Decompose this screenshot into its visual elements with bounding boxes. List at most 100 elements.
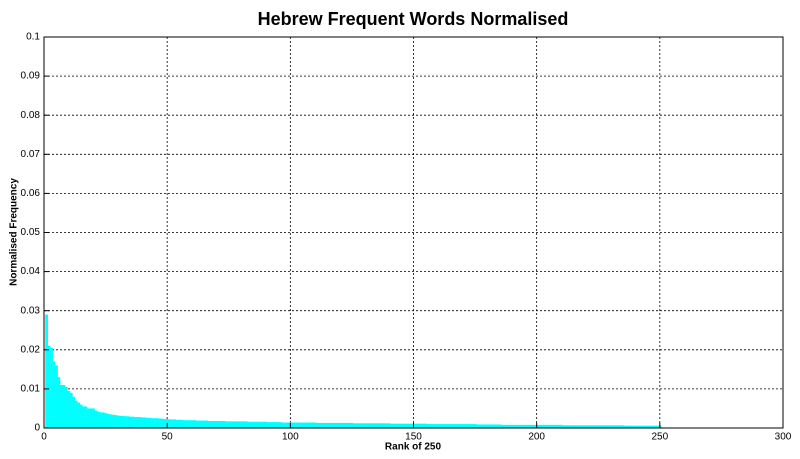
bar (72, 396, 76, 428)
bar (491, 424, 494, 428)
bar (276, 422, 280, 428)
bar (321, 422, 324, 428)
bar (641, 425, 645, 428)
bar (119, 415, 122, 428)
bar (508, 424, 512, 428)
bar (96, 411, 100, 428)
bar (220, 420, 223, 428)
x-tick-label: 300 (775, 432, 792, 443)
bar (335, 422, 339, 428)
ticks: 0 0.01 0.02 0.03 0.04 0.05 0.06 0.07 0.08 0.09 0.1… (21, 32, 792, 443)
bar (114, 415, 117, 428)
bar (168, 419, 172, 428)
bar (515, 424, 519, 428)
bar (338, 422, 342, 428)
bar (483, 424, 487, 428)
bar (614, 425, 618, 428)
bar (407, 423, 411, 428)
bar (626, 425, 630, 428)
bar (82, 406, 85, 428)
bar (431, 424, 435, 428)
bar (466, 424, 470, 428)
bar (560, 424, 563, 428)
bar (579, 425, 583, 428)
bar (372, 423, 376, 428)
bar (318, 422, 322, 428)
bar (567, 425, 571, 428)
bar (599, 425, 603, 428)
bar (646, 425, 650, 428)
x-tick-label: 250 (651, 432, 668, 443)
bar (532, 424, 536, 428)
bar (449, 424, 452, 428)
bar (60, 384, 63, 428)
bar (345, 422, 349, 428)
bar (121, 415, 125, 428)
bar (252, 421, 255, 428)
bar (360, 423, 364, 428)
bar (375, 423, 379, 428)
bar (257, 421, 260, 428)
bar (638, 425, 642, 428)
bar (131, 416, 135, 428)
bar (611, 425, 615, 428)
bar (390, 423, 393, 428)
bar (94, 410, 98, 428)
bar (545, 424, 549, 428)
bar (463, 424, 467, 428)
bar (459, 424, 462, 428)
bar (518, 424, 521, 428)
bar (227, 421, 231, 428)
bar (577, 425, 581, 428)
bar (424, 423, 428, 428)
bar (306, 422, 310, 428)
bar (286, 422, 290, 428)
bar (582, 425, 586, 428)
bar (419, 423, 423, 428)
bars (45, 314, 662, 428)
y-tick-label: 0.01 (21, 384, 41, 395)
bar (643, 425, 647, 428)
bar (399, 423, 403, 428)
bar (330, 422, 334, 428)
bar (500, 424, 504, 428)
bar (202, 420, 206, 428)
bar (106, 413, 110, 428)
bar (311, 422, 315, 428)
bar (62, 384, 66, 428)
y-tick-label: 0.1 (26, 32, 40, 43)
bar (493, 424, 497, 428)
bar (323, 422, 327, 428)
bar (606, 425, 610, 428)
bar (158, 418, 162, 428)
bar (572, 425, 576, 428)
x-tick-label: 0 (41, 432, 47, 443)
bar (74, 400, 78, 428)
bar (87, 408, 90, 428)
y-tick-label: 0.07 (21, 149, 41, 160)
bar (621, 425, 625, 428)
bar (392, 423, 396, 428)
bar (104, 413, 108, 428)
bar (215, 420, 218, 428)
bar (316, 422, 319, 428)
bar (67, 390, 71, 428)
bar (148, 417, 152, 428)
bar (594, 425, 598, 428)
bar (92, 408, 95, 428)
bar (525, 424, 529, 428)
bar (269, 422, 273, 428)
bar (648, 425, 652, 428)
y-tick-label: 0.04 (21, 266, 41, 277)
bar (488, 424, 492, 428)
bar (569, 425, 573, 428)
bar (505, 424, 509, 428)
bar (185, 420, 189, 428)
bar (229, 421, 233, 428)
grid (43, 36, 784, 429)
bar (528, 424, 531, 428)
bar (55, 365, 58, 428)
bar (353, 423, 356, 428)
